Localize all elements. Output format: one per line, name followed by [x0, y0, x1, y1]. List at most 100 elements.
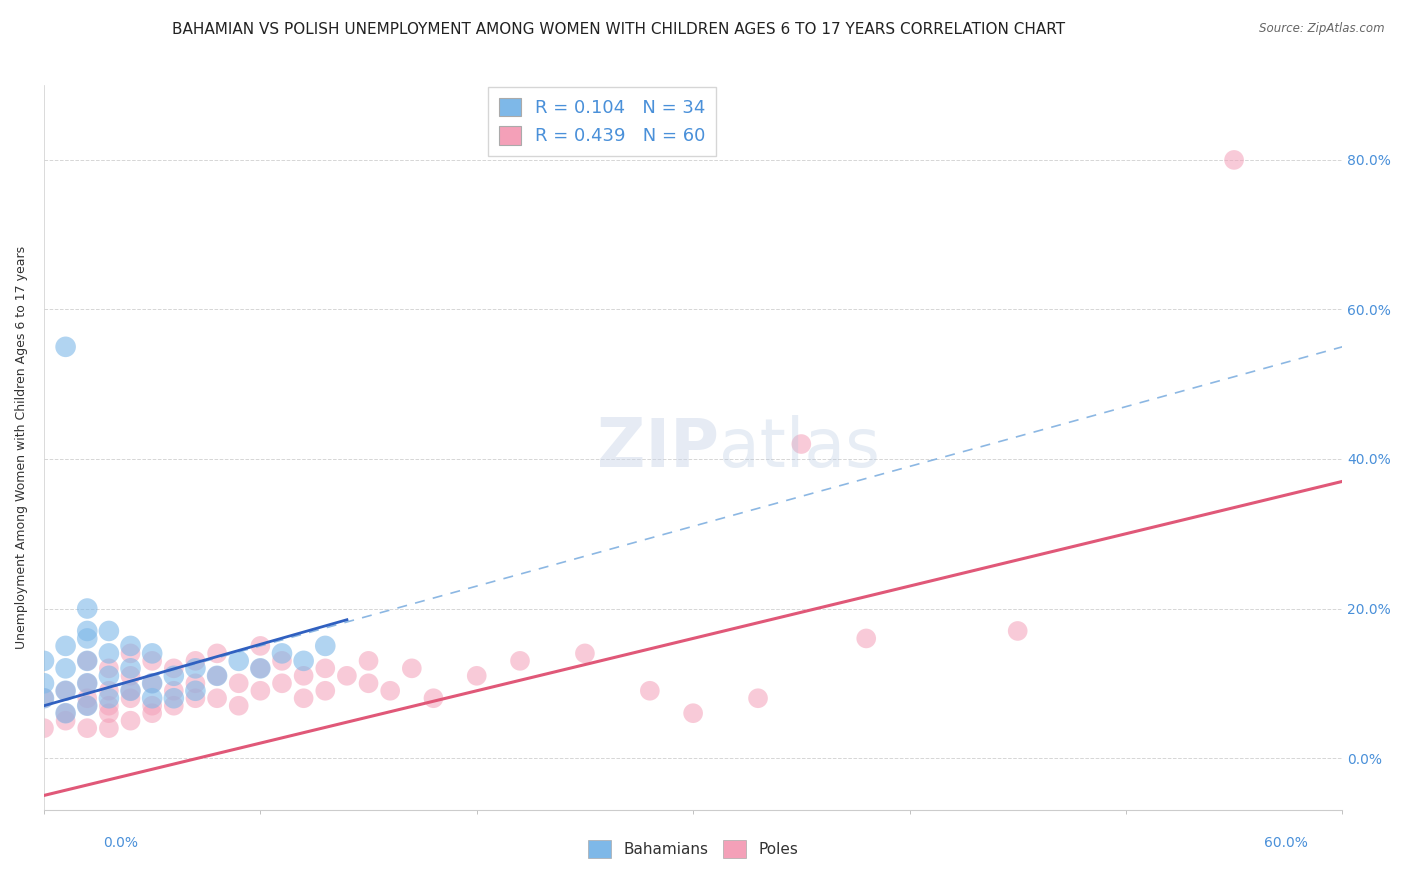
Point [855, 632, 877, 646]
Point [163, 683, 186, 698]
Point [76, 654, 98, 668]
Text: ZIP: ZIP [598, 415, 718, 481]
Point [120, 691, 142, 706]
Point [97, 698, 120, 713]
Point [76, 624, 98, 638]
Point [292, 691, 315, 706]
Point [55, 683, 77, 698]
Legend: R = 0.104   N = 34, R = 0.439   N = 60: R = 0.104 N = 34, R = 0.439 N = 60 [488, 87, 716, 156]
Point [401, 661, 423, 675]
Point [55, 714, 77, 728]
Point [163, 691, 186, 706]
Point [249, 661, 271, 675]
Point [747, 691, 769, 706]
Point [55, 706, 77, 721]
Point [141, 706, 163, 721]
Point [163, 698, 186, 713]
Point [1223, 153, 1246, 167]
Point [76, 654, 98, 668]
Point [271, 654, 294, 668]
Point [55, 340, 77, 354]
Point [357, 654, 380, 668]
Point [357, 676, 380, 690]
Point [141, 691, 163, 706]
Point [314, 683, 336, 698]
Point [76, 676, 98, 690]
Point [97, 706, 120, 721]
Point [271, 676, 294, 690]
Point [682, 706, 704, 721]
Point [228, 698, 250, 713]
Point [184, 654, 207, 668]
Point [120, 683, 142, 698]
Point [32, 721, 55, 735]
Point [314, 639, 336, 653]
Point [336, 669, 359, 683]
Point [97, 721, 120, 735]
Point [184, 661, 207, 675]
Point [1007, 624, 1029, 638]
Text: atlas: atlas [718, 415, 880, 481]
Point [120, 683, 142, 698]
Point [141, 698, 163, 713]
Point [55, 661, 77, 675]
Point [184, 691, 207, 706]
Point [76, 698, 98, 713]
Point [97, 683, 120, 698]
Point [141, 654, 163, 668]
Text: 0.0%: 0.0% [103, 836, 138, 850]
Point [120, 639, 142, 653]
Point [205, 691, 228, 706]
Point [55, 683, 77, 698]
Point [32, 691, 55, 706]
Point [76, 632, 98, 646]
Text: BAHAMIAN VS POLISH UNEMPLOYMENT AMONG WOMEN WITH CHILDREN AGES 6 TO 17 YEARS COR: BAHAMIAN VS POLISH UNEMPLOYMENT AMONG WO… [172, 22, 1066, 37]
Point [120, 714, 142, 728]
Point [228, 654, 250, 668]
Point [97, 646, 120, 660]
Point [76, 691, 98, 706]
Point [574, 646, 596, 660]
Point [97, 661, 120, 675]
Point [292, 669, 315, 683]
Point [97, 669, 120, 683]
Point [249, 683, 271, 698]
Point [32, 691, 55, 706]
Point [205, 669, 228, 683]
Point [184, 676, 207, 690]
Point [314, 661, 336, 675]
Point [55, 706, 77, 721]
Point [163, 661, 186, 675]
Point [292, 654, 315, 668]
Text: 60.0%: 60.0% [1264, 836, 1308, 850]
Point [465, 669, 488, 683]
Point [163, 669, 186, 683]
Point [249, 639, 271, 653]
Point [141, 646, 163, 660]
Point [76, 721, 98, 735]
Point [32, 654, 55, 668]
Point [32, 676, 55, 690]
Point [422, 691, 444, 706]
Point [271, 646, 294, 660]
Point [76, 676, 98, 690]
Point [141, 676, 163, 690]
Point [249, 661, 271, 675]
Point [380, 683, 402, 698]
Point [205, 646, 228, 660]
Point [97, 624, 120, 638]
Point [55, 639, 77, 653]
Y-axis label: Unemployment Among Women with Children Ages 6 to 17 years: Unemployment Among Women with Children A… [15, 246, 28, 649]
Point [141, 676, 163, 690]
Point [120, 669, 142, 683]
Point [205, 669, 228, 683]
Point [228, 676, 250, 690]
Point [638, 683, 661, 698]
Point [184, 683, 207, 698]
Point [76, 698, 98, 713]
Point [120, 646, 142, 660]
Text: Source: ZipAtlas.com: Source: ZipAtlas.com [1260, 22, 1385, 36]
Point [120, 661, 142, 675]
Point [509, 654, 531, 668]
Point [76, 601, 98, 615]
